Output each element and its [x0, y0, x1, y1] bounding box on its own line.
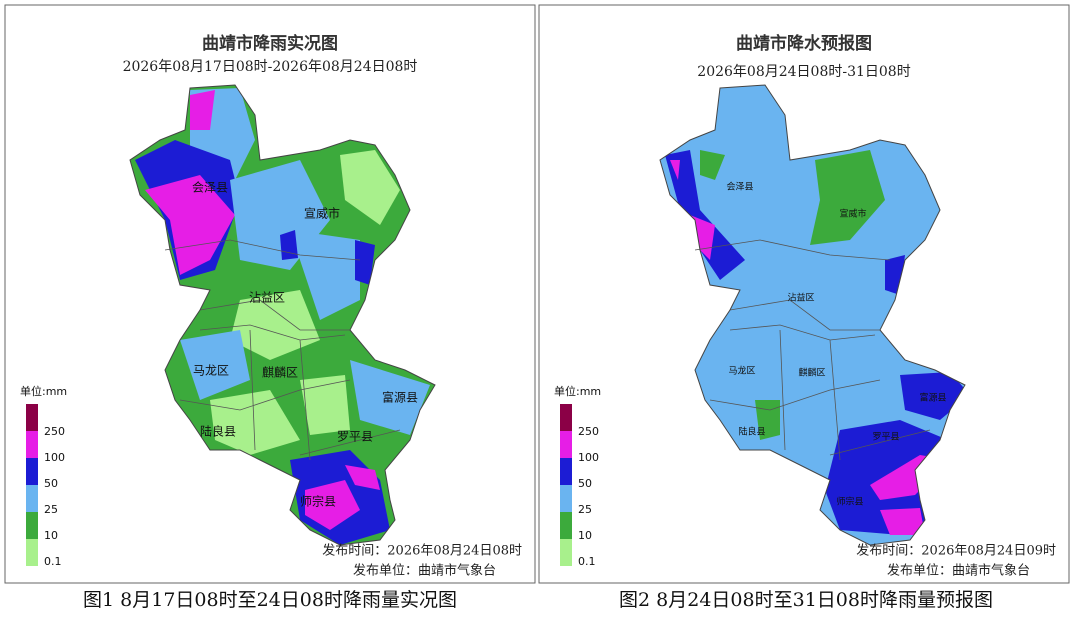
- legend-swatch: [26, 539, 38, 566]
- region-outline: [129, 84, 436, 546]
- county-label: 马龙区: [193, 364, 229, 378]
- county-label: 师宗县: [836, 496, 863, 508]
- map: [129, 84, 436, 546]
- legend-label: 250: [44, 425, 65, 438]
- rain-area: [665, 150, 745, 280]
- rain-area: [280, 230, 298, 260]
- county-label: 富源县: [919, 392, 946, 404]
- county-label: 麒麟区: [798, 367, 825, 379]
- legend-swatch: [560, 485, 572, 512]
- legend-unit: 单位:mm: [20, 384, 67, 398]
- legend-swatch: [26, 485, 38, 512]
- rain-area: [190, 90, 215, 130]
- map-title: 曲靖市降雨实况图: [202, 33, 338, 54]
- county-label: 师宗县: [300, 494, 336, 509]
- county-label: 宣威市: [839, 208, 866, 220]
- map-subtitle: 2026年08月17日08时-2026年08月24日08时: [123, 59, 418, 75]
- rain-area: [340, 150, 400, 225]
- rain-area: [345, 465, 380, 490]
- map-fill: [135, 88, 430, 545]
- legend-label: 50: [44, 477, 58, 490]
- legend-swatch: [26, 458, 38, 485]
- publish-time: 发布时间：2026年08月24日09时: [856, 543, 1056, 559]
- rain-area: [145, 175, 235, 275]
- rain-area: [230, 290, 320, 360]
- county-label: 罗平县: [872, 432, 899, 443]
- panel-border: [4, 4, 536, 584]
- county-label: 富源县: [382, 390, 418, 405]
- county-label: 陆良县: [738, 426, 765, 438]
- rain-area: [880, 508, 925, 535]
- legend-unit: 单位:mm: [554, 384, 601, 398]
- legend-label: 10: [44, 529, 58, 542]
- county-label: 宣威市: [304, 206, 340, 221]
- legend-swatch: [560, 431, 572, 458]
- county-label: 沾益区: [249, 291, 285, 305]
- region-outline: [659, 84, 966, 546]
- rain-area: [290, 230, 360, 320]
- legend-swatch: [26, 404, 38, 431]
- county-label: 会泽县: [192, 181, 228, 195]
- legend-label: 0.1: [578, 555, 596, 568]
- legend-swatch: [560, 539, 572, 566]
- legend-label: 25: [578, 503, 592, 516]
- legend-label: 25: [44, 503, 58, 516]
- rain-area: [300, 375, 350, 435]
- county-label: 罗平县: [337, 430, 373, 444]
- county-label: 沾益区: [787, 292, 814, 304]
- rain-area: [180, 330, 250, 400]
- caption: 图1 8月17日08时至24日08时降雨量实况图: [83, 589, 457, 611]
- caption: 图2 8月24日08时至31日08时降雨量预报图: [619, 589, 993, 611]
- rain-area: [355, 240, 375, 285]
- county-border: [694, 239, 931, 461]
- legend-label: 100: [44, 451, 65, 464]
- legend-label: 0.1: [44, 555, 62, 568]
- rain-area: [700, 150, 725, 180]
- legend-swatch: [26, 431, 38, 458]
- county-border: [729, 299, 880, 331]
- rain-area: [210, 390, 300, 455]
- map-title: 曲靖市降水预报图: [736, 33, 872, 54]
- legend-swatch: [560, 404, 572, 431]
- county-label: 麒麟区: [262, 365, 298, 380]
- rain-area: [350, 360, 430, 435]
- legend-swatch: [560, 512, 572, 539]
- legend-label: 100: [578, 451, 599, 464]
- rain-area: [305, 480, 360, 530]
- legend-swatch: [560, 458, 572, 485]
- legend-swatch: [26, 512, 38, 539]
- publisher: 发布单位：曲靖市气象台: [887, 563, 1030, 579]
- map: [659, 84, 966, 546]
- rain-area: [810, 150, 885, 245]
- rain-area: [885, 255, 905, 295]
- publish-time: 发布时间：2026年08月24日08时: [322, 543, 522, 559]
- county-label: 陆良县: [200, 424, 236, 439]
- county-border: [164, 239, 401, 461]
- legend-label: 10: [578, 529, 592, 542]
- county-label: 马龙区: [728, 365, 755, 377]
- rain-area: [755, 400, 780, 440]
- panel-border: [538, 4, 1070, 584]
- county-border: [199, 299, 350, 331]
- county-label: 会泽县: [726, 181, 753, 193]
- publisher: 发布单位：曲靖市气象台: [353, 563, 496, 579]
- legend-label: 250: [578, 425, 599, 438]
- rain-area: [670, 160, 680, 180]
- map-subtitle: 2026年08月24日08时-31日08时: [697, 64, 910, 80]
- legend-label: 50: [578, 477, 592, 490]
